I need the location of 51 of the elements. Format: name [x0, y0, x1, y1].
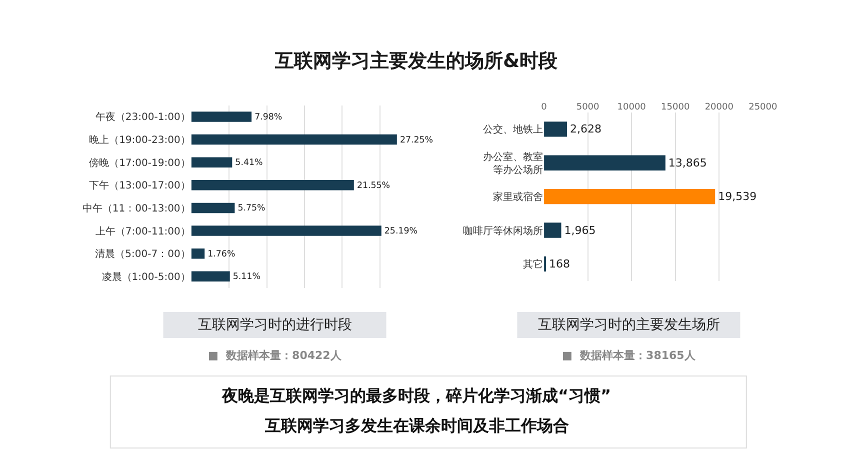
y-tick-label: 咖啡厅等休闲场所: [463, 224, 544, 237]
y-tick-label: 上午（7:00-11:00）: [95, 225, 190, 238]
data-label: 5.75%: [238, 204, 266, 214]
text: ■ 数据样本量：80422人: [208, 349, 342, 362]
bar: [544, 122, 568, 137]
text: 互联网学习时的主要发生场所: [538, 317, 720, 333]
bar: [191, 248, 205, 259]
bar: [191, 112, 252, 122]
data-label: 5.11%: [232, 272, 260, 282]
y-tick-label: 傍晚（17:00-19:00）: [89, 156, 190, 169]
x-tick-label: 25000: [748, 102, 778, 113]
bar: [191, 157, 232, 168]
text: 互联网学习时的进行时段: [198, 317, 352, 333]
bar: [191, 134, 397, 145]
y-tick-label: 清晨（5:00-7：00）: [95, 248, 190, 260]
bar: [191, 180, 354, 190]
data-label: 5.41%: [235, 158, 263, 168]
data-label: 1,965: [564, 224, 596, 237]
y-tick-label: 晚上（19:00-23:00）: [89, 134, 190, 146]
x-tick-label: 0: [541, 102, 548, 113]
x-tick-label: 20000: [704, 102, 734, 113]
data-label: 1.76%: [208, 249, 236, 260]
y-tick-label: 办公室、教室等办公场所: [483, 150, 544, 176]
data-label: 7.98%: [254, 112, 282, 122]
text: 互联网学习多发生在课余时间及非工作场合: [264, 416, 569, 435]
data-label: 19,539: [718, 190, 757, 204]
bar: [544, 188, 716, 204]
y-tick-label: 午夜（23:00-1:00）: [95, 111, 190, 124]
y-tick-label: 家里或宿舍: [493, 191, 544, 204]
text: ■ 数据样本量：38165人: [562, 349, 696, 362]
y-tick-label: 下午（13:00-17:00）: [89, 180, 190, 192]
bar: [191, 226, 382, 236]
text: 互联网学习主要发生的场所&时段: [274, 50, 559, 72]
data-label: 13,865: [668, 156, 707, 170]
y-tick-label: 中午（11：00-13:00）: [82, 202, 190, 214]
data-label: 21.55%: [356, 180, 390, 191]
data-label: 27.25%: [400, 135, 434, 146]
bar: [191, 271, 230, 282]
data-label: 2,628: [570, 122, 602, 136]
y-tick-label: 公交、地铁上: [483, 124, 544, 136]
x-tick-label: 15000: [661, 102, 690, 113]
y-tick-label: 凌晨（1:00-5:00）: [102, 270, 190, 283]
data-label: 25.19%: [384, 226, 418, 237]
data-label: 168: [549, 257, 570, 270]
text: 夜晚是互联网学习的最多时段，碎片化学习渐成“习惯”: [221, 386, 612, 405]
bar: [191, 202, 235, 214]
bar: [544, 222, 562, 238]
y-tick-label: 其它: [523, 258, 544, 270]
x-tick-label: 10000: [617, 102, 646, 113]
bar: [544, 155, 666, 170]
x-tick-label: 5000: [576, 102, 600, 113]
